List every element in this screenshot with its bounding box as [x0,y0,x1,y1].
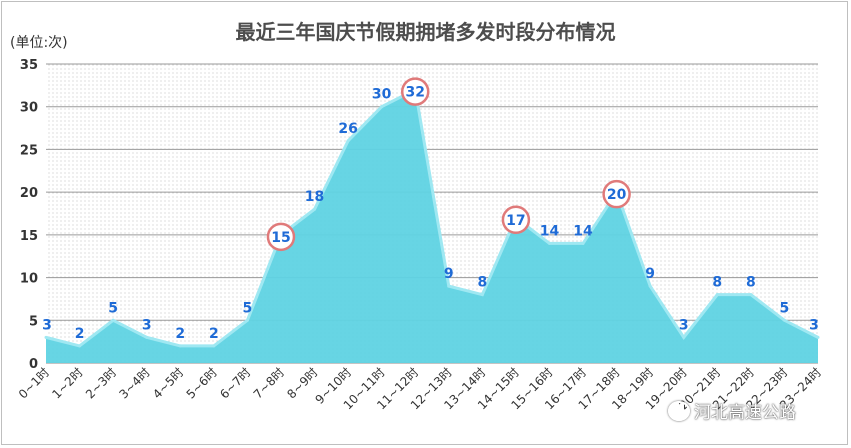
x-tick-label: 7~8时 [251,365,287,401]
data-label: 14 [540,223,560,239]
watermark: 河北高速公路 [668,398,796,423]
data-point [816,335,820,339]
data-point [313,207,317,211]
data-point [447,284,451,288]
data-label: 17 [506,213,525,229]
data-label: 9 [444,266,454,282]
data-label: 8 [746,275,756,291]
data-label: 14 [573,223,593,239]
x-tick-label: 2~3时 [83,365,119,401]
highlight-circle [602,179,631,209]
data-point [178,344,182,348]
data-point [581,241,585,245]
x-tick-label: 3~4时 [117,365,153,401]
data-label: 8 [477,275,487,291]
data-point [480,293,484,297]
data-point [111,318,115,322]
x-tick-label: 1~2时 [49,365,85,401]
data-label: 32 [405,85,424,101]
data-point [78,344,82,348]
data-label: 2 [75,326,85,342]
data-label: 9 [645,266,655,282]
y-tick-label: 25 [20,143,38,158]
data-label: 30 [372,87,392,103]
data-point [547,241,551,245]
data-label: 5 [780,300,790,316]
x-tick-label: 6~7时 [217,365,253,401]
wechat-icon [668,400,690,421]
highlight-circle [501,205,531,235]
data-point [380,105,384,109]
x-tick-label: 4~5时 [150,365,186,401]
data-point [245,318,249,322]
data-label: 15 [271,230,290,246]
chart-title: 最近三年国庆节假期拥堵多发时段分布情况 [235,20,616,44]
watermark-text: 河北高速公路 [694,403,796,423]
data-label: 3 [42,317,52,333]
x-tick-label: 5~6时 [184,365,220,401]
y-tick-label: 30 [20,101,38,116]
data-point [145,335,149,339]
y-tick-label: 20 [20,186,38,201]
y-tick-label: 35 [20,58,38,73]
data-point [44,335,48,339]
data-label: 2 [209,326,219,342]
data-label: 18 [305,189,324,205]
y-tick-label: 5 [29,314,38,329]
data-point [346,139,350,143]
data-point [682,335,686,339]
area-line [45,87,819,348]
data-label: 5 [108,300,118,316]
data-label: 8 [712,275,722,291]
data-label: 5 [243,300,253,316]
data-point [782,318,786,322]
data-label: 3 [679,317,689,333]
data-label: 3 [142,317,152,333]
data-point [715,293,719,297]
data-label: 2 [175,326,185,342]
highlight-circle [266,222,296,252]
y-tick-label: 10 [20,272,38,287]
unit-label: (单位:次) [10,35,68,51]
y-tick-label: 15 [20,229,38,244]
area-fill [46,89,818,363]
data-point [648,284,652,288]
y-tick-label: 0 [29,357,38,372]
highlight-circle [400,77,430,106]
data-point [212,344,216,348]
data-label: 20 [607,187,627,203]
data-point [749,293,753,297]
data-label: 26 [338,121,357,137]
data-label: 3 [809,317,819,333]
